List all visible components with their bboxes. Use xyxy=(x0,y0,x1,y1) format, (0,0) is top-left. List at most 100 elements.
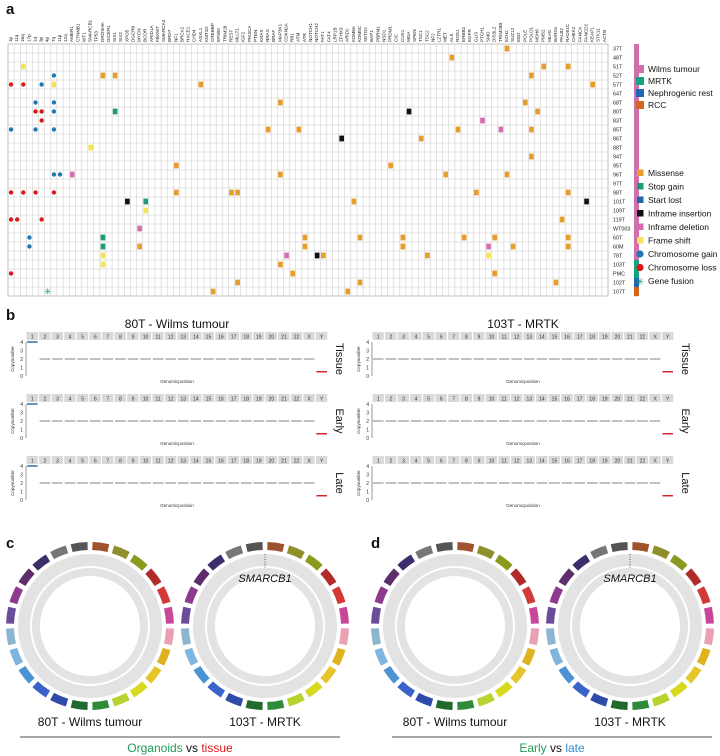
chrom-header xyxy=(510,456,523,464)
column-label: CHEK2 xyxy=(571,26,576,42)
column-label: BRD7 xyxy=(167,29,172,42)
chrom-header-label: 15 xyxy=(552,334,558,340)
column-label: KRAS xyxy=(259,29,264,42)
row-label: 95T xyxy=(613,163,623,169)
chromosome-arc xyxy=(245,542,263,553)
column-label: CUX1 xyxy=(400,29,405,42)
chrom-header xyxy=(548,456,561,464)
chrom-header-label: X xyxy=(307,334,311,340)
chrom-header xyxy=(177,394,189,402)
chromosome-arc xyxy=(18,568,35,587)
column-label: EED xyxy=(516,32,521,42)
chrom-header-label: 1 xyxy=(377,334,380,340)
chrom-header-label: 15 xyxy=(206,396,212,402)
chrom-header-label: 1 xyxy=(377,396,380,402)
mutation-mark xyxy=(529,126,534,133)
legend-alteration-label: Chromosome loss xyxy=(648,263,717,273)
chromosome-arc xyxy=(572,554,591,571)
chromosome-arc xyxy=(435,699,453,710)
chrom-header xyxy=(253,332,265,340)
row-label: 86T xyxy=(613,136,623,142)
chromosome-mark xyxy=(8,271,14,276)
column-label: DIS3L2 xyxy=(492,26,497,42)
circos-label: 80T - Wilms tumour xyxy=(38,715,142,729)
column-label: RAD51C xyxy=(565,23,570,42)
condition-label: Late xyxy=(333,472,345,493)
chromosome-mark xyxy=(21,190,26,195)
row-category-bar xyxy=(634,44,639,54)
chrom-header xyxy=(139,456,152,464)
chrom-header-label: 9 xyxy=(132,396,135,402)
legend-category-swatch xyxy=(636,65,644,73)
column-label: TSC2 xyxy=(424,30,429,42)
chrom-header-label: 21 xyxy=(281,396,287,402)
chromosome-mark xyxy=(39,109,44,114)
chrom-header-label: 2 xyxy=(43,458,46,464)
chrom-header xyxy=(385,332,397,340)
mutation-mark xyxy=(20,63,26,70)
mutation-mark xyxy=(278,99,283,106)
chromosome-arc xyxy=(163,628,174,646)
legend-alteration-swatch xyxy=(637,169,644,176)
column-label: AMER1 xyxy=(69,26,74,42)
column-label: FAT1 xyxy=(320,31,325,42)
chrom-header xyxy=(397,332,410,340)
column-label: KDM5C xyxy=(357,25,362,42)
column-label: POLD1 xyxy=(528,26,533,42)
y-tick-label: 3 xyxy=(20,473,23,479)
caption-vs: vs xyxy=(183,741,202,755)
column-label: MYCN xyxy=(137,28,142,42)
column-label: BRAF xyxy=(271,30,276,42)
chrom-header xyxy=(102,456,114,464)
mutation-mark xyxy=(529,153,534,160)
column-label: 3p xyxy=(39,36,44,42)
mutation-mark xyxy=(351,198,357,205)
y-tick-label: 2 xyxy=(20,481,23,487)
column-label: PBRM1 xyxy=(375,26,380,42)
column-label: 16q xyxy=(20,34,25,42)
chromosome-arc xyxy=(383,568,400,587)
chrom-header-label: 18 xyxy=(243,458,249,464)
row-label: 60T xyxy=(613,235,623,241)
legend-alteration-label: Chromosome gain xyxy=(648,249,718,259)
row-label: 107T xyxy=(613,289,626,295)
chromosome-arc xyxy=(558,665,575,684)
chrom-header-label: 11 xyxy=(156,396,161,402)
chrom-header-label: 18 xyxy=(589,396,595,402)
chrom-header xyxy=(265,332,277,340)
chromosome-arc xyxy=(651,692,670,707)
column-label: STK11 xyxy=(596,28,601,42)
column-label: FANCA xyxy=(577,26,582,42)
chrom-header-label: 9 xyxy=(478,396,481,402)
chromosome-mark xyxy=(51,73,57,78)
chrom-header xyxy=(573,394,586,402)
chromosome-arc xyxy=(225,545,244,560)
chrom-header-label: 14 xyxy=(193,458,199,464)
chromosome-arc xyxy=(546,606,557,624)
chromosome-arc xyxy=(476,692,495,707)
chrom-header xyxy=(523,394,535,402)
chrom-header xyxy=(114,332,126,340)
column-label: CDKN2A xyxy=(283,22,288,42)
mutation-mark xyxy=(443,171,449,178)
chrom-header-label: 8 xyxy=(119,458,122,464)
caption: Organoids vs tissue xyxy=(127,741,233,755)
chrom-header-label: X xyxy=(307,396,311,402)
legend-category-label: Nephrogenic rest xyxy=(648,88,713,98)
column-label: SPEN xyxy=(412,29,417,42)
row-category-bar xyxy=(634,278,639,288)
mutation-mark xyxy=(486,252,491,259)
column-label: SMO xyxy=(486,31,491,42)
row-category-bar xyxy=(634,224,639,234)
mutation-mark xyxy=(88,144,93,151)
condition-label: Late xyxy=(679,472,691,493)
y-tick-label: 1 xyxy=(20,490,23,496)
chrom-header xyxy=(624,394,636,402)
chromosome-mark xyxy=(8,217,14,222)
legend-alteration-label: Missense xyxy=(648,168,684,178)
column-label: 1p xyxy=(8,36,13,42)
chrom-header xyxy=(215,394,227,402)
column-label: SMARCB1 xyxy=(88,19,93,42)
chrom-header xyxy=(485,456,498,464)
row-label: 102T xyxy=(613,280,626,286)
